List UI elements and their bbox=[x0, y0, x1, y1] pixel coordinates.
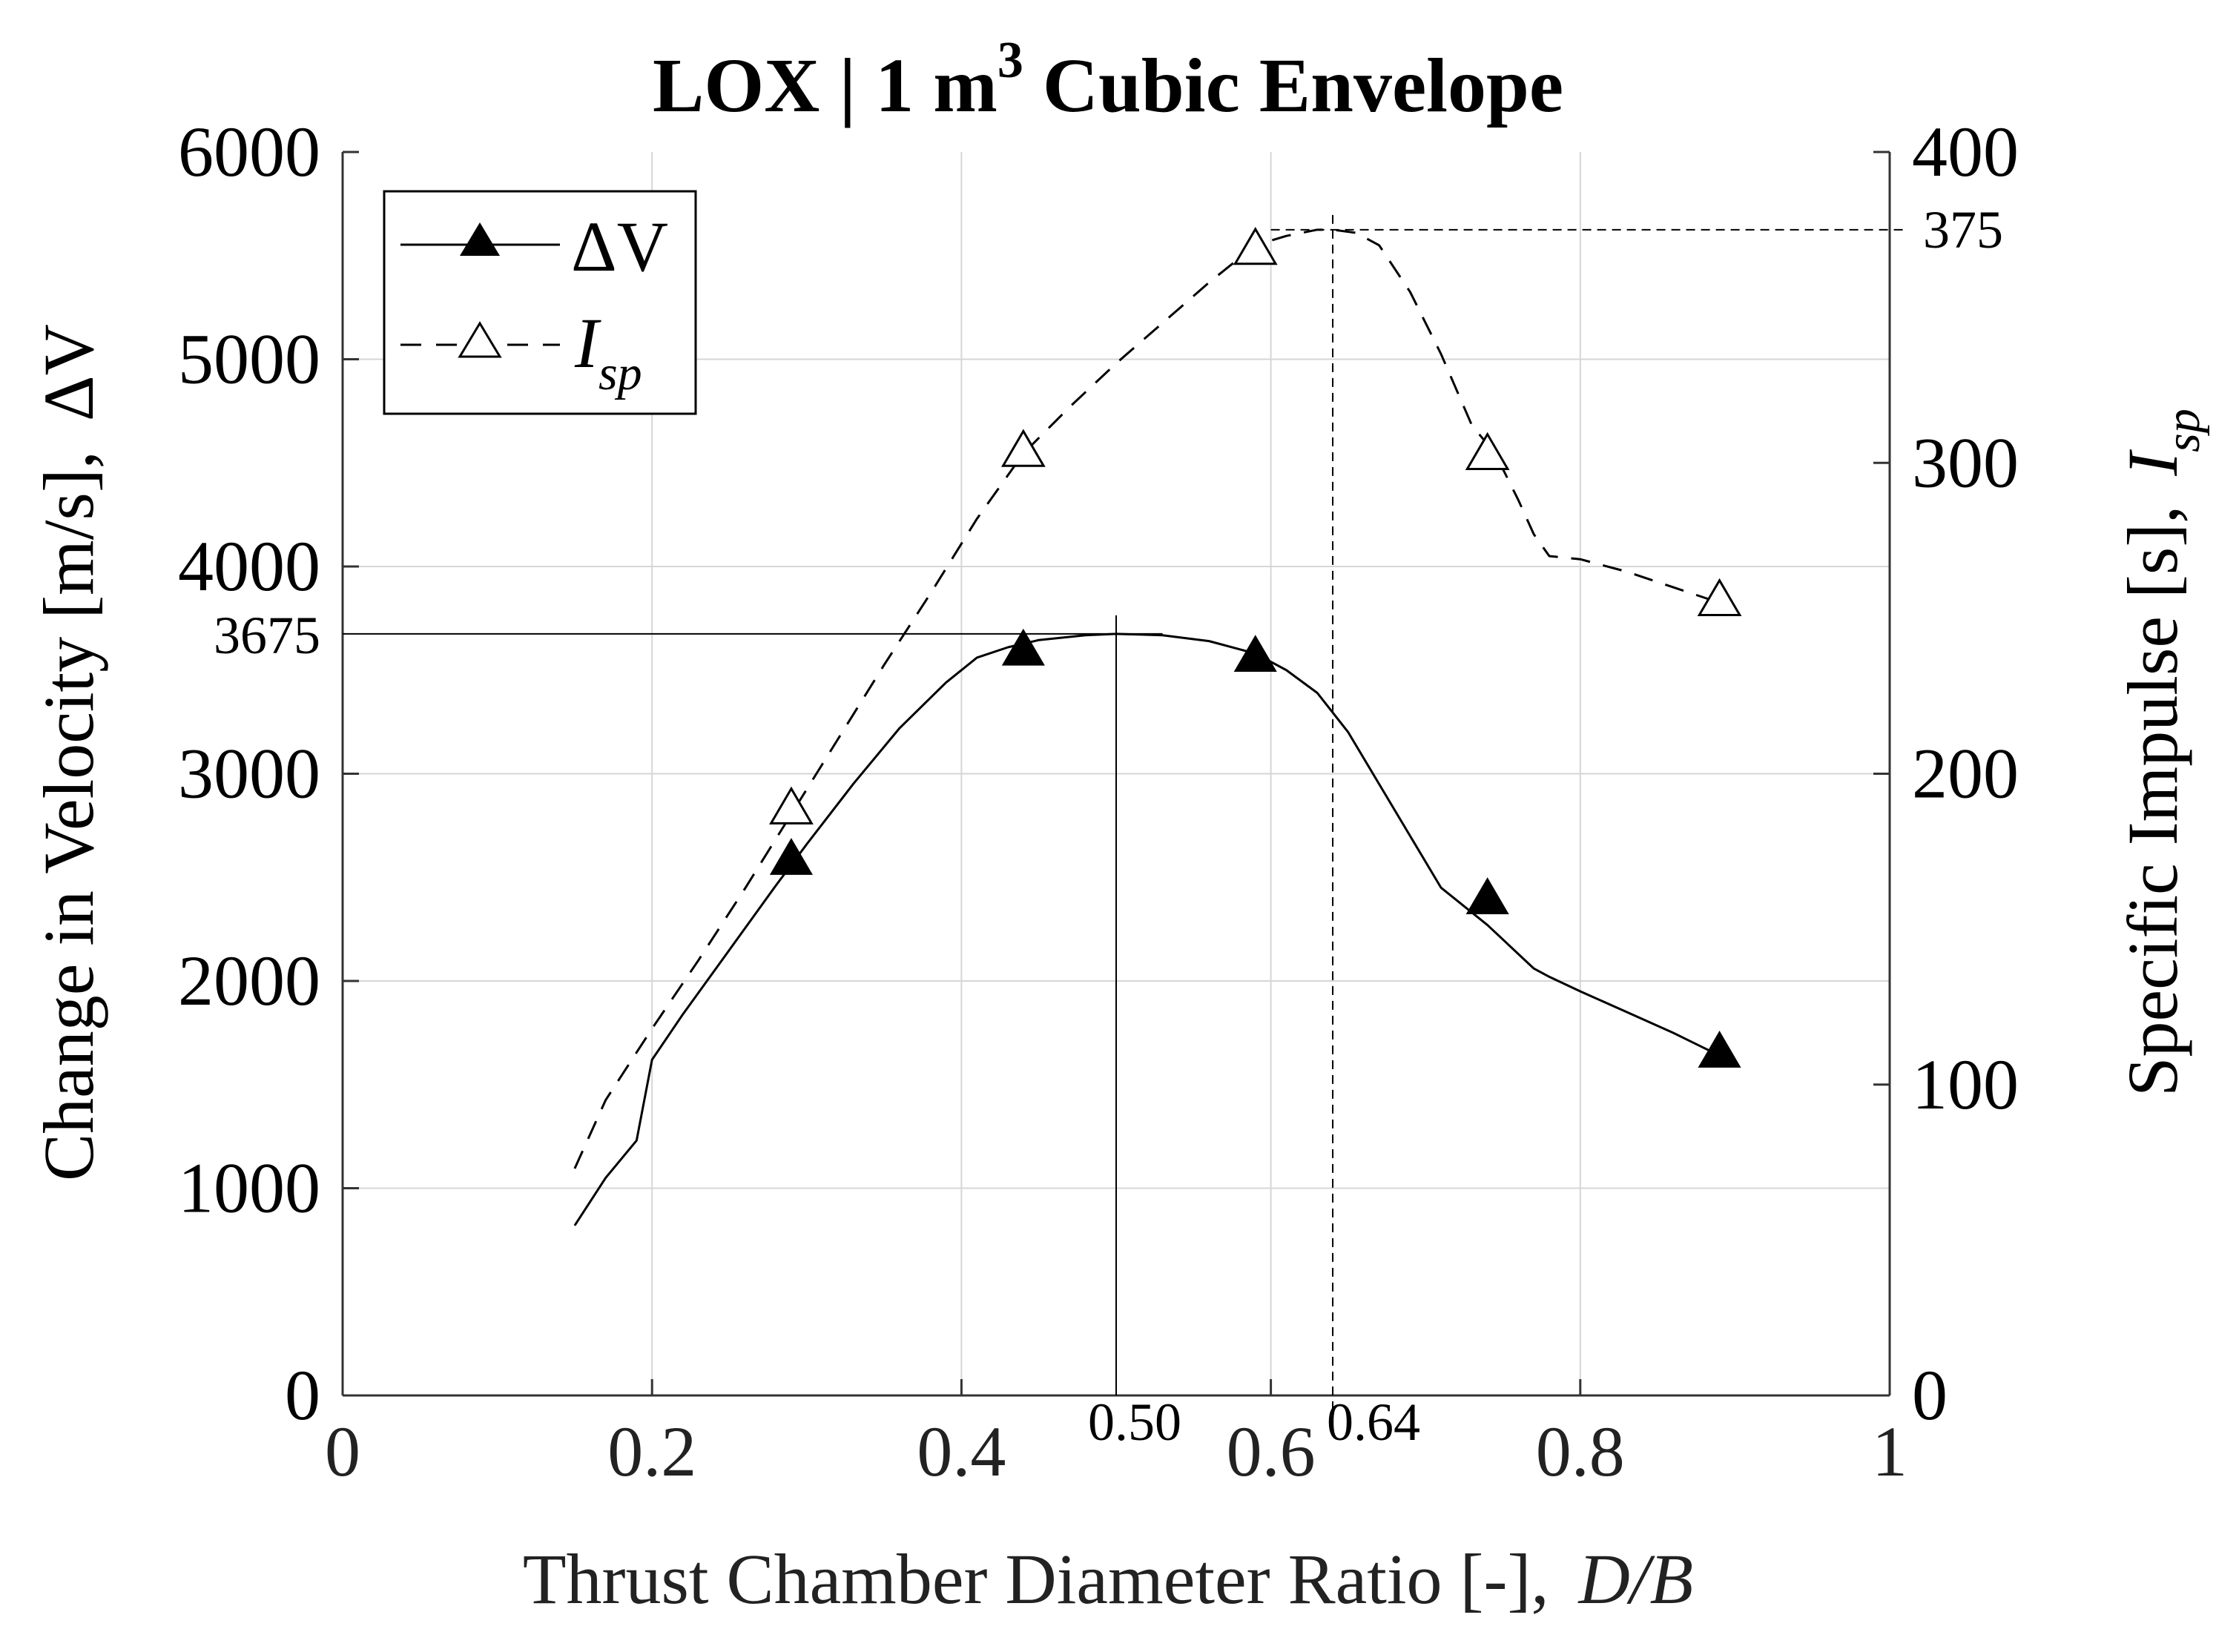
series-layer bbox=[573, 226, 1742, 1226]
series-isp-marker-1 bbox=[1000, 429, 1046, 467]
chart-title: LOX | 1 m3 Cubic Envelope bbox=[653, 32, 1563, 128]
isp-peak-value-label: 375 bbox=[1923, 200, 2003, 260]
y-right-tick-label-4: 400 bbox=[1912, 112, 2019, 191]
y-left-tick-label-6: 6000 bbox=[178, 112, 320, 191]
series-dv-line bbox=[573, 632, 1721, 1226]
y-left-tick-label-3: 3000 bbox=[178, 734, 320, 813]
series-dv-marker-1 bbox=[1001, 628, 1045, 666]
y-right-tick-label-2: 200 bbox=[1912, 734, 2019, 813]
x-tick-label-5: 1 bbox=[1872, 1412, 1907, 1491]
legend-isp-marker bbox=[458, 321, 502, 358]
legend-dv-label: ΔV bbox=[571, 207, 668, 286]
series-isp-marker-4 bbox=[1697, 578, 1742, 617]
series-isp-marker-0 bbox=[769, 786, 814, 825]
series-isp-line bbox=[573, 228, 1721, 1169]
series-dv-marker-3 bbox=[1465, 877, 1509, 914]
dv-peak-value-label: 3675 bbox=[214, 606, 320, 665]
dv-peak-x-label: 0.50 bbox=[1088, 1392, 1181, 1452]
y-left-tick-label-5: 5000 bbox=[178, 320, 320, 399]
legend-box bbox=[383, 190, 697, 415]
reference-lines: 3675 0.50 375 0.64 bbox=[214, 200, 2003, 1452]
tick-layer: 0 0.2 0.4 0.6 0.8 101000200030004000500060000… bbox=[178, 112, 2019, 1491]
x-tick-label-0: 0 bbox=[325, 1412, 360, 1491]
y-right-tick-label-1: 100 bbox=[1912, 1045, 2019, 1124]
y-right-tick-label-3: 300 bbox=[1912, 423, 2019, 502]
x-tick-label-4: 0.8 bbox=[1536, 1412, 1625, 1491]
series-isp-marker-3 bbox=[1465, 432, 1510, 470]
series-dv-marker-2 bbox=[1233, 635, 1277, 672]
legend-isp-label: Isp bbox=[574, 303, 642, 400]
legend: ΔV Isp bbox=[383, 190, 697, 415]
series-dv-marker-4 bbox=[1698, 1031, 1741, 1068]
y-right-tick-label-0: 0 bbox=[1912, 1355, 1948, 1435]
series-isp-marker-2 bbox=[1233, 226, 1278, 265]
title-superscript: 3 bbox=[997, 32, 1023, 89]
legend-dv-marker bbox=[460, 222, 500, 256]
isp-peak-x-label: 0.64 bbox=[1327, 1392, 1420, 1452]
y-left-tick-label-0: 0 bbox=[285, 1355, 320, 1435]
y-left-tick-label-4: 4000 bbox=[178, 526, 320, 606]
x-tick-label-2: 0.4 bbox=[917, 1412, 1006, 1491]
x-axis-label: Thrust Chamber Diameter Ratio [-], D/B bbox=[523, 1539, 1693, 1619]
y-left-axis-label: Change in Velocity [m/s],ΔV bbox=[29, 324, 108, 1181]
series-dv-marker-0 bbox=[769, 838, 813, 875]
y-right-axis-label: Specific Impulse [s],Isp bbox=[2113, 409, 2210, 1097]
x-tick-label-1: 0.2 bbox=[607, 1412, 696, 1491]
y-left-tick-label-1: 1000 bbox=[178, 1149, 320, 1228]
x-tick-label-3: 0.6 bbox=[1227, 1412, 1316, 1491]
y-left-tick-label-2: 2000 bbox=[178, 941, 320, 1020]
